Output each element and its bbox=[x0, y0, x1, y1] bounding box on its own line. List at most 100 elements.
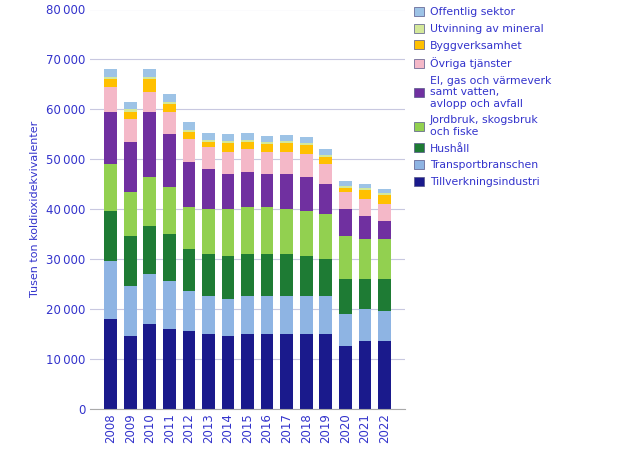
Bar bbox=[143, 227, 156, 274]
Bar bbox=[378, 221, 391, 239]
Bar bbox=[202, 142, 215, 147]
Bar bbox=[202, 254, 215, 296]
Bar bbox=[163, 329, 176, 408]
Bar bbox=[104, 77, 117, 79]
Bar bbox=[104, 79, 117, 87]
Bar bbox=[359, 190, 371, 199]
Bar bbox=[222, 299, 234, 336]
Bar bbox=[359, 239, 371, 279]
Bar bbox=[222, 209, 234, 256]
Bar bbox=[339, 209, 352, 237]
Bar bbox=[163, 281, 176, 329]
Bar bbox=[378, 279, 391, 311]
Bar bbox=[320, 149, 332, 155]
Bar bbox=[183, 139, 195, 162]
Bar bbox=[280, 152, 293, 174]
Bar bbox=[261, 207, 273, 254]
Bar bbox=[202, 209, 215, 254]
Bar bbox=[222, 336, 234, 408]
Bar bbox=[378, 204, 391, 221]
Bar bbox=[261, 144, 273, 152]
Bar bbox=[320, 333, 332, 408]
Bar bbox=[183, 162, 195, 207]
Bar bbox=[320, 214, 332, 259]
Bar bbox=[163, 234, 176, 281]
Bar bbox=[280, 254, 293, 296]
Bar bbox=[339, 346, 352, 408]
Bar bbox=[241, 171, 254, 207]
Bar bbox=[124, 109, 136, 112]
Bar bbox=[300, 154, 312, 177]
Bar bbox=[280, 296, 293, 333]
Bar bbox=[104, 261, 117, 319]
Bar bbox=[280, 174, 293, 209]
Bar bbox=[320, 296, 332, 333]
Bar bbox=[300, 177, 312, 211]
Bar bbox=[143, 177, 156, 227]
Bar bbox=[261, 142, 273, 144]
Bar bbox=[359, 217, 371, 239]
Bar bbox=[163, 187, 176, 234]
Bar bbox=[241, 149, 254, 171]
Bar bbox=[104, 69, 117, 77]
Bar bbox=[241, 140, 254, 142]
Bar bbox=[339, 188, 352, 191]
Bar bbox=[280, 142, 293, 152]
Bar bbox=[280, 209, 293, 254]
Bar bbox=[241, 333, 254, 408]
Bar bbox=[143, 324, 156, 408]
Bar bbox=[163, 104, 176, 112]
Bar bbox=[359, 199, 371, 217]
Bar bbox=[202, 169, 215, 209]
Bar bbox=[143, 92, 156, 112]
Bar bbox=[339, 314, 352, 346]
Bar bbox=[241, 296, 254, 333]
Bar bbox=[378, 341, 391, 408]
Bar bbox=[183, 291, 195, 331]
Bar bbox=[124, 286, 136, 336]
Bar bbox=[222, 141, 234, 142]
Bar bbox=[339, 181, 352, 186]
Bar bbox=[300, 143, 312, 145]
Bar bbox=[183, 331, 195, 408]
Bar bbox=[222, 256, 234, 299]
Bar bbox=[202, 296, 215, 333]
Bar bbox=[163, 112, 176, 134]
Legend: Offentlig sektor, Utvinning av mineral, Byggverksamhet, Övriga tjänster, El, gas: Offentlig sektor, Utvinning av mineral, … bbox=[413, 7, 551, 187]
Bar bbox=[300, 211, 312, 256]
Bar bbox=[339, 186, 352, 188]
Bar bbox=[320, 157, 332, 164]
Bar bbox=[261, 254, 273, 296]
Bar bbox=[104, 164, 117, 211]
Bar bbox=[143, 77, 156, 79]
Bar bbox=[241, 142, 254, 149]
Bar bbox=[320, 184, 332, 214]
Bar bbox=[183, 207, 195, 249]
Bar bbox=[320, 155, 332, 157]
Bar bbox=[300, 296, 312, 333]
Bar bbox=[300, 256, 312, 296]
Bar bbox=[359, 309, 371, 341]
Bar bbox=[104, 112, 117, 164]
Bar bbox=[124, 102, 136, 109]
Bar bbox=[359, 188, 371, 190]
Bar bbox=[359, 279, 371, 309]
Bar bbox=[124, 119, 136, 142]
Bar bbox=[143, 274, 156, 324]
Bar bbox=[378, 189, 391, 193]
Bar bbox=[222, 134, 234, 141]
Bar bbox=[378, 193, 391, 195]
Bar bbox=[378, 195, 391, 204]
Bar bbox=[124, 112, 136, 119]
Bar bbox=[104, 87, 117, 112]
Bar bbox=[202, 147, 215, 169]
Bar bbox=[261, 333, 273, 408]
Bar bbox=[280, 135, 293, 141]
Bar bbox=[163, 134, 176, 187]
Bar bbox=[320, 259, 332, 296]
Bar bbox=[124, 237, 136, 286]
Bar bbox=[339, 237, 352, 279]
Bar bbox=[163, 94, 176, 102]
Bar bbox=[183, 249, 195, 291]
Bar bbox=[320, 164, 332, 184]
